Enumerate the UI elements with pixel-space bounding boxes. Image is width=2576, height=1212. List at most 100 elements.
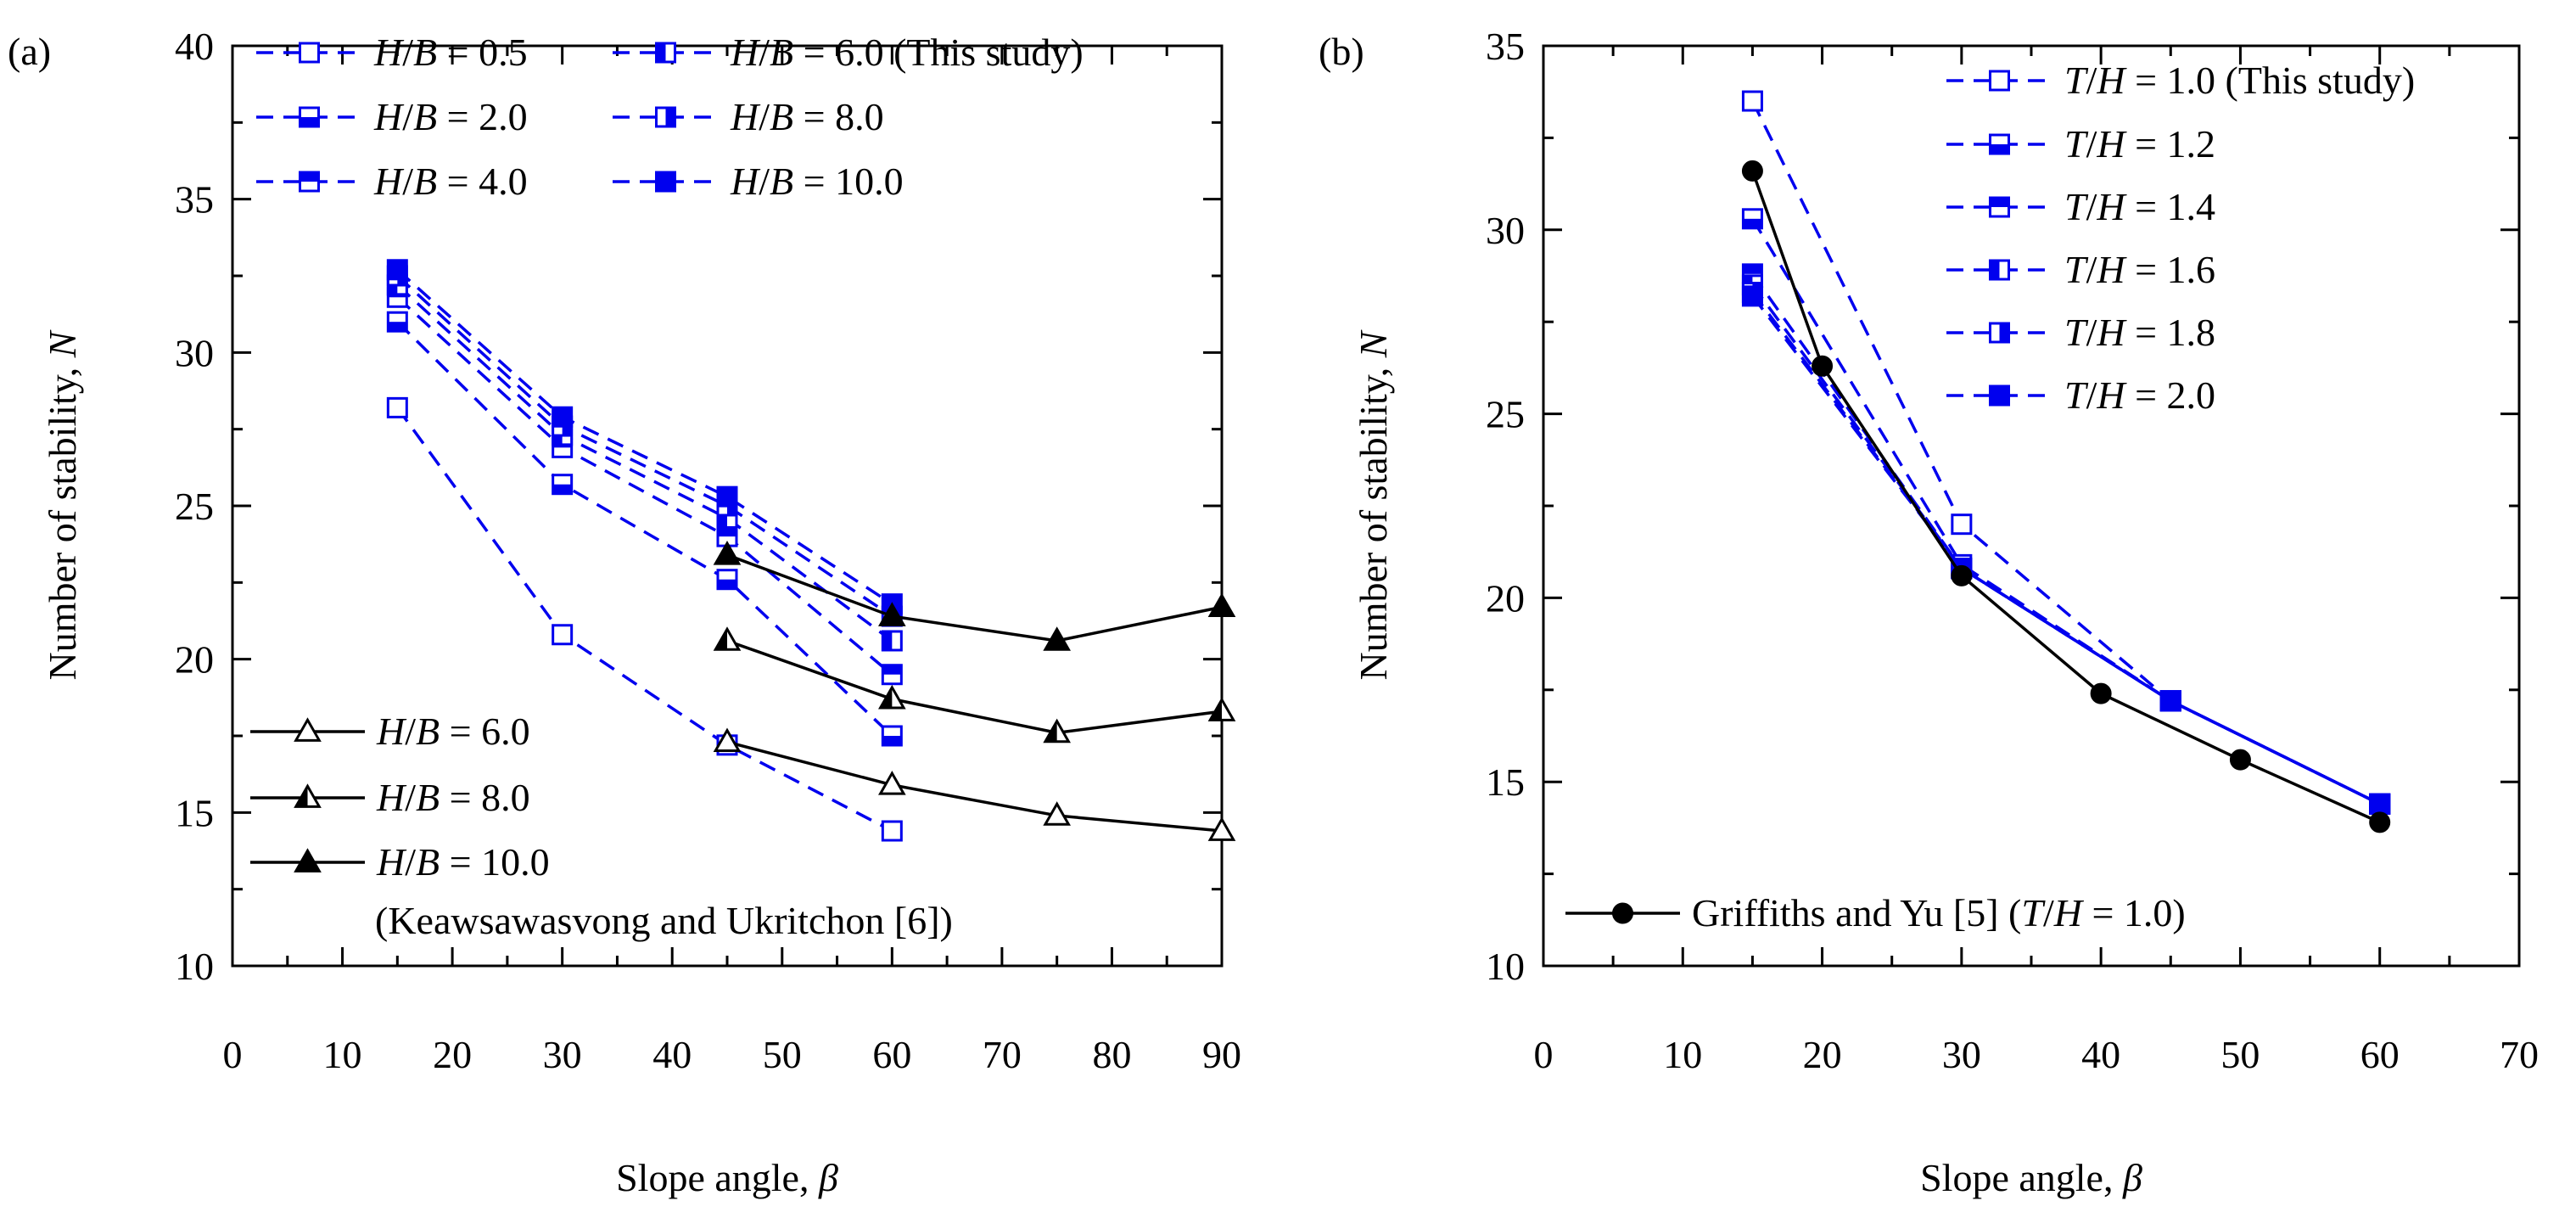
data-point-fill	[1210, 699, 1222, 721]
x-tick-label: 90	[1202, 1033, 1241, 1076]
legend-label: H/B = 6.0	[376, 710, 530, 753]
data-point-fill	[388, 322, 407, 332]
data-point	[1207, 592, 1236, 618]
x-tick-label: 40	[2081, 1033, 2120, 1076]
legend-marker-fill	[1990, 198, 2009, 207]
data-point-fill	[1044, 721, 1057, 742]
data-point	[1812, 355, 1834, 377]
chart-panel-b: 0 10 20 30 40 50 60 70 10 15 20 25 30 35 Slope angle, …	[1319, 25, 2539, 1199]
y-tick-label: 20	[175, 638, 214, 682]
legend-label: H/B = 10.0	[376, 840, 550, 884]
legend-entry: T/H = 1.6	[1946, 248, 2215, 291]
legend-marker	[294, 717, 322, 742]
legend-entry: T/H = 1.8	[1946, 311, 2215, 354]
y-tick-label: 30	[175, 331, 214, 374]
legend-label: H/B = 8.0	[730, 95, 884, 138]
source-annotation: (Keawsawasvong and Ukritchon [6])	[375, 899, 953, 942]
data-point-fill	[882, 736, 902, 745]
y-tick-label: 20	[1486, 576, 1525, 620]
legend-label: T/H = 1.2	[2064, 122, 2215, 166]
legend-label: T/H = 1.6	[2064, 248, 2215, 291]
legend-marker	[1612, 902, 1633, 924]
series-line	[396, 320, 893, 738]
chart-panel-a: 0 10 20 30 40 50 60 70 80 90 10 15 20 25 30 35 40 Slope a…	[8, 25, 1241, 1199]
series-line	[1751, 295, 2381, 805]
data-point	[716, 485, 738, 508]
y-tick-label: 25	[1486, 393, 1525, 436]
x-tick-label: 50	[763, 1033, 802, 1076]
y-tick-label: 35	[1486, 25, 1525, 68]
data-point-fill	[552, 484, 572, 494]
data-point-fill	[882, 631, 893, 650]
data-point-fill	[880, 687, 893, 708]
legend-marker-fill	[656, 43, 666, 62]
x-axis-label: Slope angle, β	[1920, 1156, 2142, 1199]
x-tick-label: 30	[1942, 1033, 1981, 1076]
data-point	[877, 771, 906, 795]
x-tick-label: 70	[2500, 1033, 2539, 1076]
data-point	[1741, 90, 1763, 112]
series-4	[386, 265, 903, 627]
data-point	[386, 259, 408, 281]
legend-entry: H/B = 2.0	[256, 95, 528, 138]
series-line	[396, 295, 893, 676]
x-tick-label: 0	[223, 1033, 243, 1076]
y-tick-label: 40	[175, 25, 214, 68]
x-tick-label: 10	[1663, 1033, 1702, 1076]
series-5	[386, 259, 903, 615]
series-line	[395, 407, 893, 833]
legend-marker	[299, 42, 320, 64]
data-point-fill	[718, 508, 727, 528]
legend-entry: H/B = 6.0	[250, 710, 530, 753]
legend-entry: H/B = 10.0	[250, 840, 550, 884]
y-tick-label: 25	[175, 485, 214, 528]
data-point	[386, 396, 408, 418]
legend-label: H/B = 6.0 (This study)	[730, 31, 1084, 74]
panel-label: (a)	[8, 30, 51, 73]
series-line	[726, 639, 1223, 735]
data-point-fill	[715, 629, 727, 650]
panel-label: (b)	[1319, 30, 1364, 73]
legend-marker-fill	[665, 108, 675, 126]
data-point	[1741, 160, 1763, 182]
legend-marker-fill	[1999, 323, 2009, 342]
legend-entry: H/B = 8.0	[613, 95, 884, 138]
legend-label: T/H = 1.8	[2064, 311, 2215, 354]
legend-marker	[1989, 384, 2010, 407]
legend-entry: T/H = 2.0	[1946, 373, 2215, 417]
legend-label: T/H = 1.0 (This study)	[2064, 59, 2415, 102]
series-line	[396, 268, 893, 606]
data-point-fill	[718, 579, 736, 589]
series-7	[713, 626, 1236, 743]
data-point	[1043, 801, 1072, 826]
legend-label: T/H = 2.0	[2064, 373, 2215, 417]
series-line	[726, 740, 1223, 833]
y-tick-label: 35	[175, 178, 214, 222]
data-point	[713, 727, 742, 753]
legend-entry: H/B = 6.0 (This study)	[613, 31, 1084, 74]
data-point	[2369, 793, 2391, 815]
data-point-fill	[1743, 218, 1762, 228]
y-tick-label: 10	[1486, 945, 1525, 988]
x-tick-label: 40	[652, 1033, 692, 1076]
legend-label: Griffiths and Yu [5] (T/H = 1.0)	[1692, 891, 2186, 934]
legend-marker-fill	[1990, 261, 2000, 279]
series-line	[1751, 291, 2381, 805]
y-axis-label: Number of stability, N	[1352, 329, 1395, 680]
legend-entry: T/H = 1.2	[1946, 122, 2215, 166]
y-tick-label: 10	[175, 945, 214, 988]
x-tick-label: 30	[543, 1033, 582, 1076]
legend-entry: H/B = 0.5	[256, 31, 528, 74]
y-tick-label: 15	[175, 791, 214, 834]
x-tick-label: 20	[433, 1033, 472, 1076]
data-point-fill	[882, 665, 902, 675]
legend-label: H/B = 2.0	[373, 95, 528, 138]
data-point	[1043, 626, 1072, 651]
series-3	[1741, 274, 2391, 815]
legend-marker	[1989, 70, 2010, 92]
legend-entry: H/B = 8.0	[250, 776, 530, 819]
data-point-fill	[718, 527, 736, 537]
legend-marker-fill	[300, 172, 319, 182]
data-point	[1951, 513, 1973, 536]
